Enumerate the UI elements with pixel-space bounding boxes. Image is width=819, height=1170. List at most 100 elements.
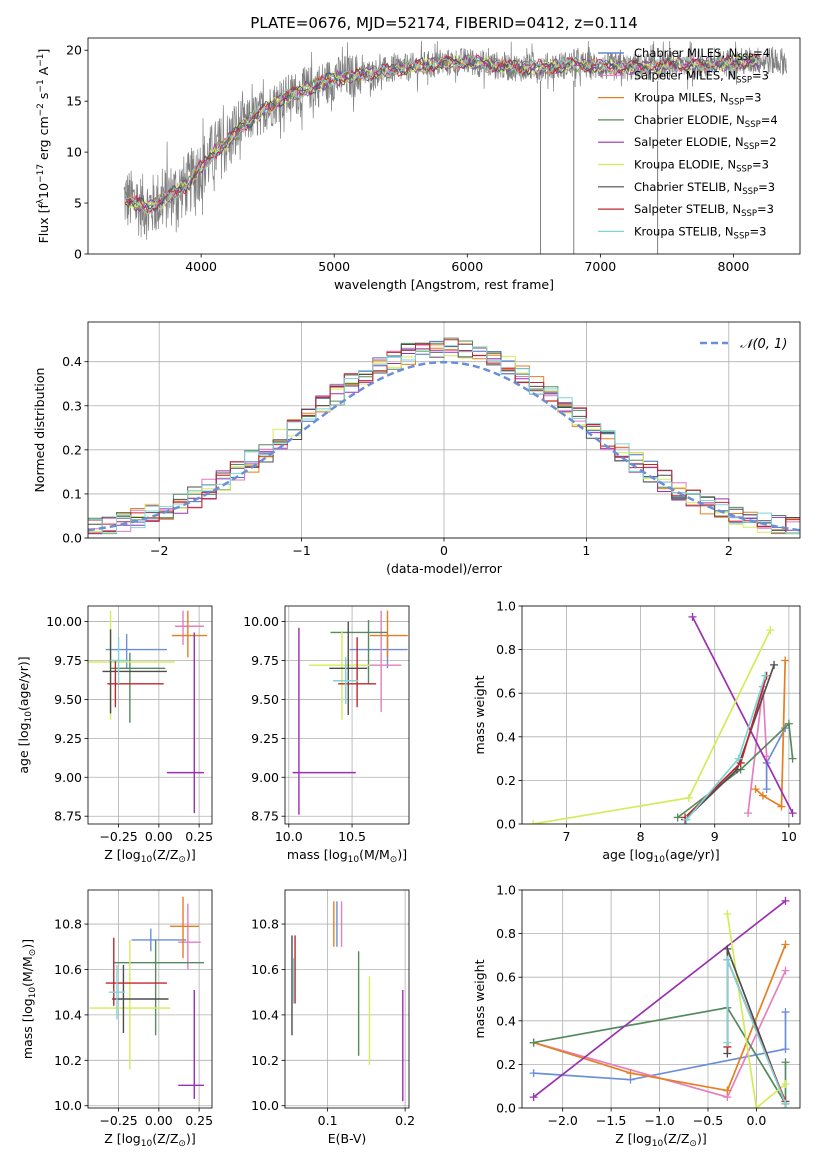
y-tick-label: 1.0 — [496, 599, 516, 614]
legend-entry: Chabrier ELODIE, NSSP=4 — [634, 113, 778, 130]
weight-marker — [734, 754, 743, 763]
x-tick-label: −2 — [150, 543, 168, 558]
weight-marker — [529, 1093, 538, 1102]
weight-marker — [744, 809, 753, 818]
plot-area — [88, 337, 800, 535]
weight-line-2 — [533, 944, 787, 1092]
x-axis-label: Z [log10(Z/Z⊙)] — [104, 847, 195, 865]
y-tick-label: 9.50 — [251, 692, 279, 707]
x-tick-label: −1 — [292, 543, 310, 558]
y-axis-label: Normed distribution — [32, 368, 47, 493]
y-tick-label: 0.4 — [62, 354, 82, 369]
x-axis-label: wavelength [Angstrom, rest frame] — [334, 277, 554, 292]
plot-area — [123, 40, 788, 254]
weight-line-2 — [754, 660, 787, 809]
chart-weight_vs_age: 7 8 9 10 0.0 0.2 0.4 0.6 0.8 1.0 age [log10(age/yr… — [472, 599, 801, 865]
x-tick-label: 0.1 — [318, 1113, 338, 1128]
x-tick-label: 8000 — [718, 259, 750, 274]
y-tick-label: 10.0 — [54, 1098, 82, 1113]
axes-frame — [521, 889, 801, 1109]
chart-mass_vs_ebv: 0.1 0.2 10.0 10.2 10.4 10.6 10.8 E(B-V) — [251, 889, 415, 1146]
x-tick-label: −0.25 — [99, 829, 137, 844]
x-tick-label: 4000 — [185, 259, 217, 274]
y-axis-label: mass weight — [472, 675, 487, 754]
y-tick-label: 0.6 — [496, 970, 516, 985]
legend-entry: Kroupa STELIB, NSSP=3 — [634, 224, 766, 241]
chart-weight_vs_Z: −2.0 −1.5 −1.0 −0.5 0.0 0.0 0.2 0.4 0.6 0.8 1.0 Z [… — [472, 883, 801, 1149]
axes-frame — [521, 605, 801, 825]
y-tick-label: 0.3 — [62, 398, 82, 413]
weight-marker — [682, 815, 691, 824]
x-axis-label: mass [log10(M/M⊙)] — [287, 847, 407, 865]
weight-marker — [761, 671, 770, 680]
y-tick-label: 8.75 — [251, 809, 279, 824]
legend-entry: Kroupa MILES, NSSP=3 — [634, 91, 761, 108]
x-axis-label: (data-model)/error — [386, 561, 503, 576]
y-tick-label: 0 — [74, 247, 82, 262]
weight-marker — [751, 785, 760, 794]
y-tick-label: 0.2 — [496, 773, 516, 788]
x-axis-label: age [log10(age/yr)] — [602, 847, 719, 865]
y-tick-label: 0.6 — [496, 686, 516, 701]
weight-line-5 — [726, 913, 787, 1108]
y-tick-label: 5 — [74, 196, 82, 211]
x-axis-label: E(B-V) — [328, 1131, 367, 1146]
y-axis-label: age [log10(age/yr)] — [16, 656, 34, 773]
plot-area — [529, 612, 797, 824]
x-tick-label: −2.0 — [548, 1113, 578, 1128]
weight-marker — [770, 660, 779, 669]
y-tick-label: 9.50 — [54, 692, 82, 707]
chart-spectrum: 4000 5000 6000 7000 8000 0 5 10 15 20 wavelength [… — [36, 37, 801, 292]
y-tick-label: 10.00 — [243, 614, 279, 629]
x-tick-label: 10 — [781, 829, 797, 844]
y-tick-label: 0.0 — [62, 531, 82, 546]
weight-line-5 — [532, 629, 772, 824]
x-tick-label: 9 — [711, 829, 719, 844]
legend-entry: Kroupa ELODIE, NSSP=3 — [634, 158, 769, 175]
y-axis-label: mass [log10(M/M⊙)] — [20, 939, 38, 1059]
y-tick-label: 9.75 — [251, 653, 279, 668]
weight-marker — [723, 1038, 732, 1047]
x-tick-label: 0.00 — [145, 829, 173, 844]
plot-area — [292, 610, 408, 815]
weight-marker — [781, 1099, 790, 1108]
chart-residuals: −2 −1 0 1 2 0.0 0.1 0.2 0.3 0.4 (data-model)/error… — [32, 321, 801, 576]
y-tick-label: 10 — [66, 145, 82, 160]
weight-marker — [723, 955, 732, 964]
model-line-8 — [124, 54, 760, 217]
x-tick-label: 0 — [440, 543, 448, 558]
weight-marker — [788, 754, 797, 763]
y-tick-label: 20 — [66, 43, 82, 58]
normal-legend-label: 𝒩(0, 1) — [740, 337, 787, 352]
weight-marker — [784, 719, 793, 728]
axes-frame — [87, 37, 801, 255]
x-tick-label: 2 — [725, 543, 733, 558]
weight-marker — [688, 612, 697, 621]
weight-marker — [723, 944, 732, 953]
x-tick-label: 0.00 — [145, 1113, 173, 1128]
y-tick-label: 10.00 — [46, 614, 82, 629]
y-tick-label: 8.75 — [54, 809, 82, 824]
y-tick-label: 10.8 — [54, 917, 82, 932]
x-tick-label: 0.2 — [395, 1113, 415, 1128]
y-tick-label: 0.8 — [496, 642, 516, 657]
y-tick-label: 1.0 — [496, 883, 516, 898]
x-tick-label: 0.0 — [746, 1113, 766, 1128]
axes-frame — [87, 889, 213, 1109]
y-tick-label: 0.4 — [496, 1013, 516, 1028]
chart-age_vs_Z: −0.25 0.00 0.25 8.75 9.00 9.25 9.50 9.75 10.00 Z … — [16, 605, 213, 865]
plot-area — [89, 896, 204, 1099]
y-tick-label: 10.6 — [251, 962, 279, 977]
model-line-7 — [124, 52, 760, 214]
chart-mass_vs_Z: −0.25 0.00 0.25 10.0 10.2 10.4 10.6 10.8 Z [log1… — [20, 889, 213, 1149]
weight-marker — [723, 1086, 732, 1095]
weight-line-4 — [533, 900, 787, 1098]
y-tick-label: 9.25 — [251, 731, 279, 746]
weight-marker — [781, 966, 790, 975]
weight-line-4 — [691, 616, 794, 814]
weight-marker — [781, 896, 790, 905]
weight-marker — [777, 802, 786, 811]
x-tick-label: −1.5 — [596, 1113, 626, 1128]
x-tick-label: 7000 — [584, 259, 616, 274]
